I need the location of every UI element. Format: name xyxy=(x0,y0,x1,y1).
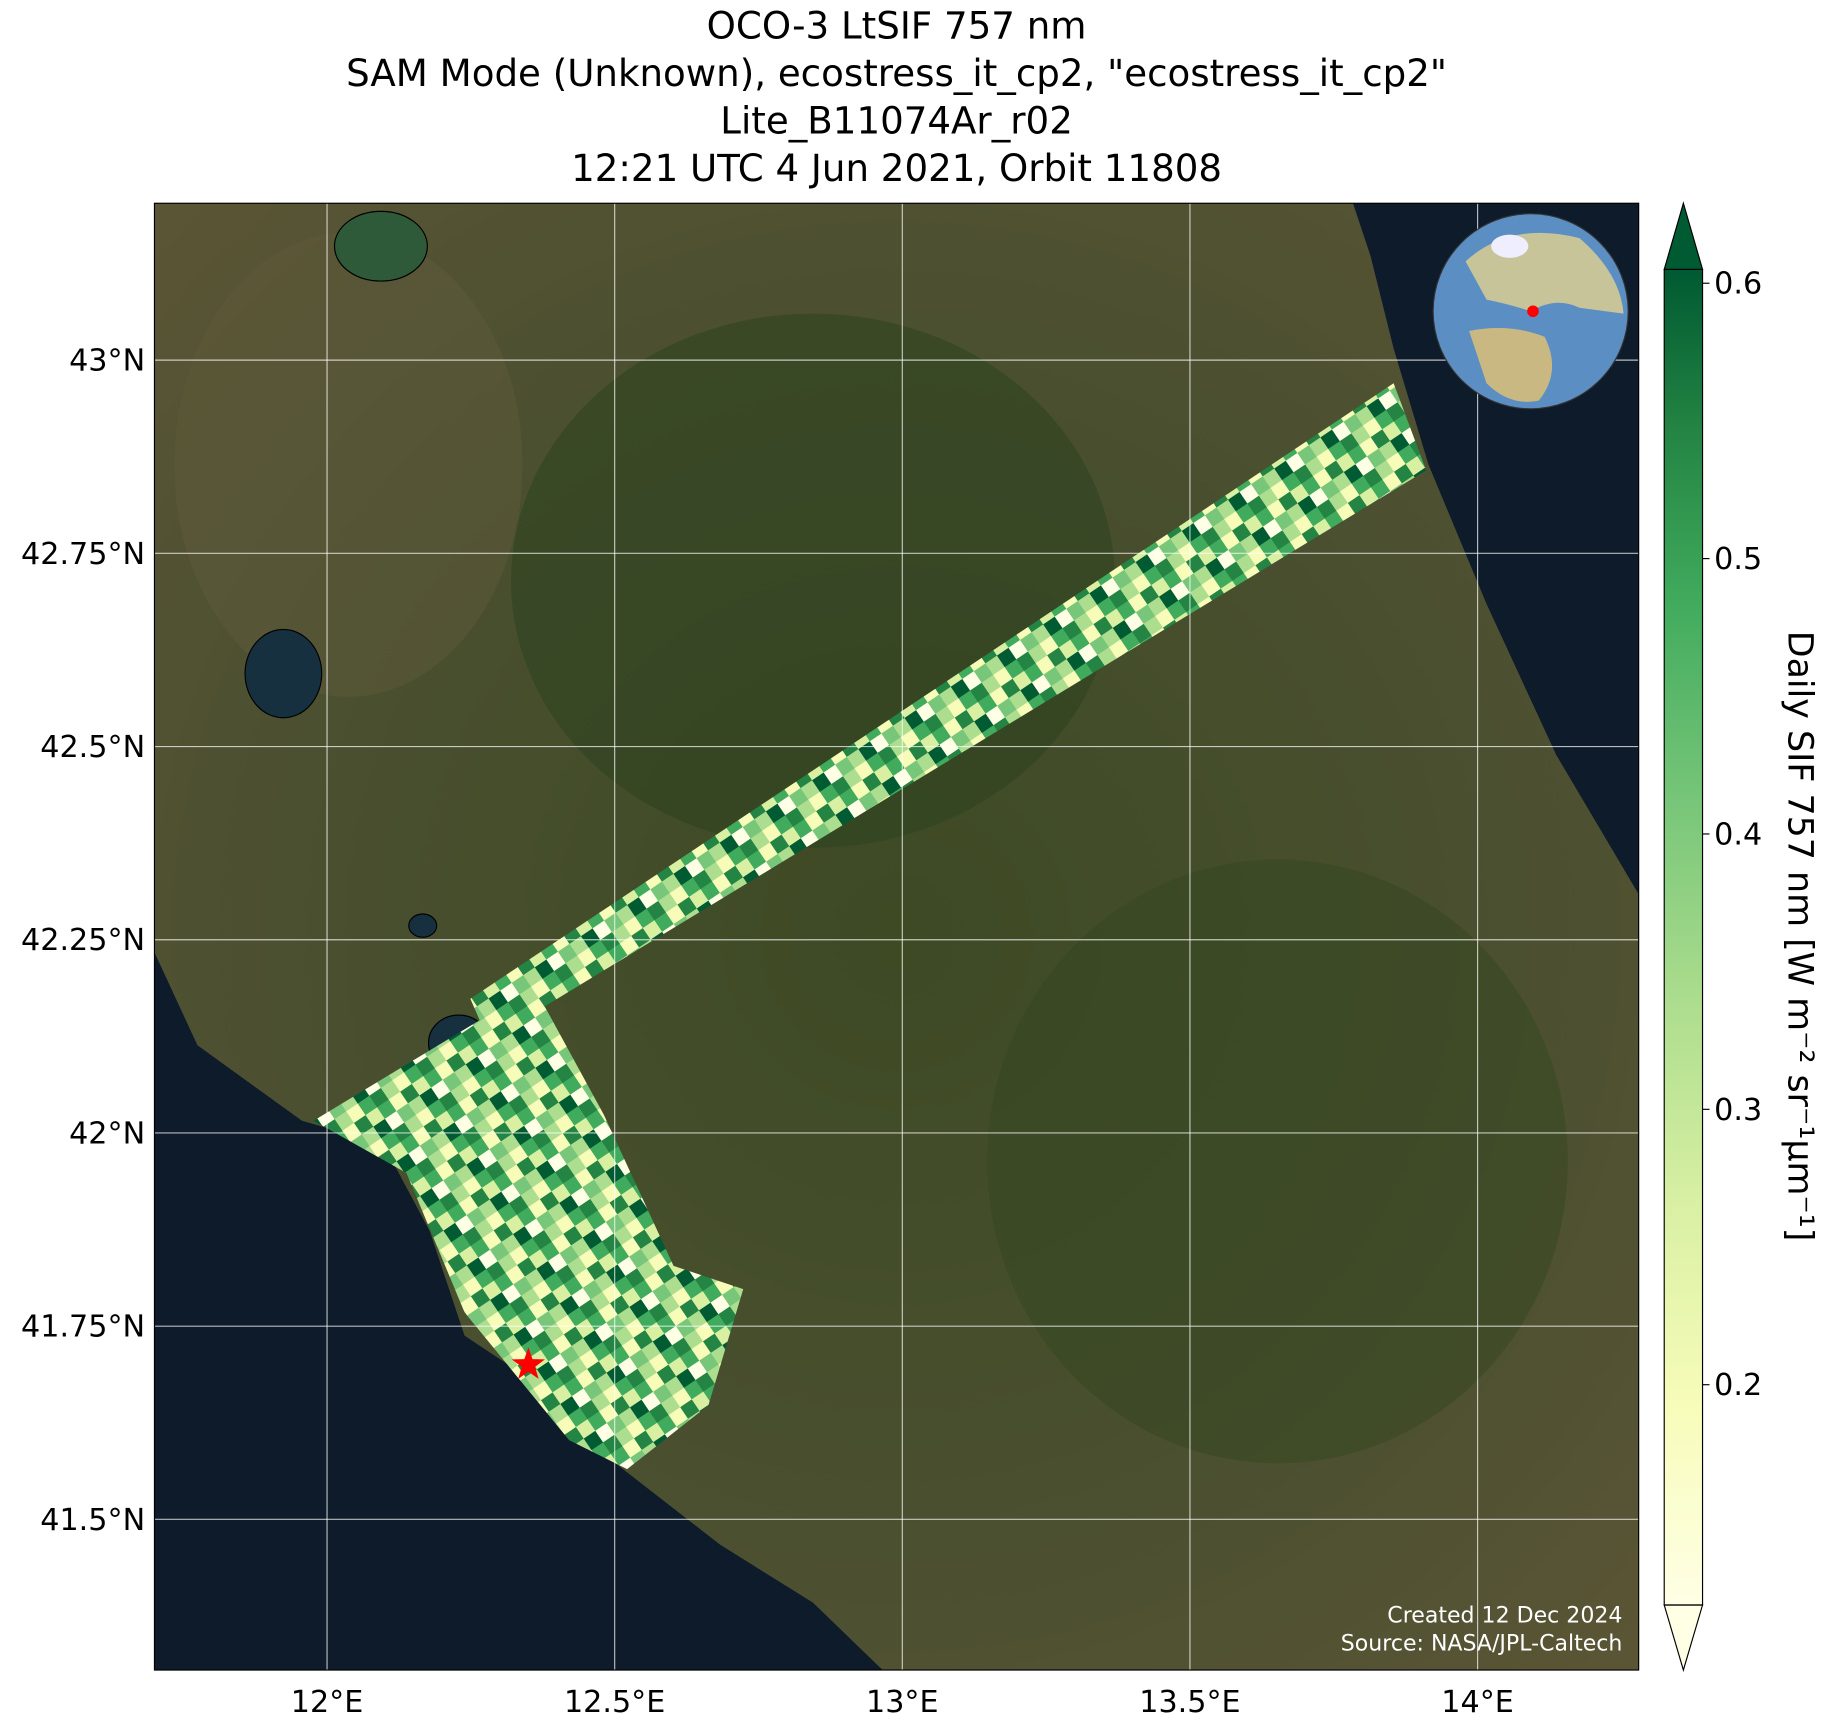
title-line: SAM Mode (Unknown), ecostress_it_cp2, "e… xyxy=(346,52,1447,95)
globe-ice xyxy=(1491,234,1529,258)
mountains xyxy=(510,313,1115,848)
colorbar xyxy=(1663,201,1704,1673)
y-tick-label: 41.75°N xyxy=(21,1310,145,1345)
colorbar-frame xyxy=(1663,268,1704,1606)
colorbar-tick-label: 0.2 xyxy=(1714,1368,1762,1403)
mountains xyxy=(987,859,1568,1464)
x-tick-label: 13.5°E xyxy=(1139,1685,1240,1720)
title-line: Lite_B11074Ar_r02 xyxy=(720,100,1073,143)
lake xyxy=(408,913,438,938)
site-marker xyxy=(511,1347,545,1379)
x-tick-label: 12.5°E xyxy=(564,1685,665,1720)
colorbar-extend-max xyxy=(1663,201,1704,271)
sif-swath xyxy=(313,987,744,1470)
colorbar-label: Daily SIF 757 nm [W m⁻² sr⁻¹µm⁻¹] xyxy=(1779,631,1819,1242)
colorbar-tick-label: 0.4 xyxy=(1714,817,1762,852)
colorbar-tick-label: 0.5 xyxy=(1714,542,1762,577)
colorbar-body xyxy=(1664,269,1703,1606)
basemap xyxy=(154,203,1639,1671)
title-line: 12:21 UTC 4 Jun 2021, Orbit 11808 xyxy=(571,147,1222,190)
map-frame xyxy=(153,202,1640,1671)
lake xyxy=(333,210,428,282)
plains xyxy=(174,232,523,697)
y-tick-label: 43°N xyxy=(69,344,145,379)
x-tick-label: 12°E xyxy=(291,1685,364,1720)
lake xyxy=(244,628,323,719)
globe-inset xyxy=(1432,213,1629,410)
y-tick-label: 42.25°N xyxy=(21,923,145,958)
colorbar-tick-label: 0.3 xyxy=(1714,1093,1762,1128)
gridlines xyxy=(154,203,1639,1671)
x-tick-label: 13°E xyxy=(866,1685,939,1720)
footer-source: Source: NASA/JPL-Caltech xyxy=(1341,1631,1623,1656)
footer-created: Created 12 Dec 2024 xyxy=(1387,1603,1622,1628)
y-tick-label: 41.5°N xyxy=(40,1503,145,1538)
globe-land xyxy=(1469,328,1553,402)
y-tick-label: 42.5°N xyxy=(40,730,145,765)
sif-swath xyxy=(470,383,1427,1092)
x-tick-label: 14°E xyxy=(1441,1685,1514,1720)
colorbar-extend-min xyxy=(1663,1604,1704,1673)
globe-location xyxy=(1527,305,1539,318)
colorbar-tick-label: 0.6 xyxy=(1714,267,1762,302)
y-tick-label: 42.75°N xyxy=(21,537,145,572)
y-tick-label: 42°N xyxy=(69,1116,145,1151)
title-line: OCO-3 LtSIF 757 nm xyxy=(707,4,1087,47)
